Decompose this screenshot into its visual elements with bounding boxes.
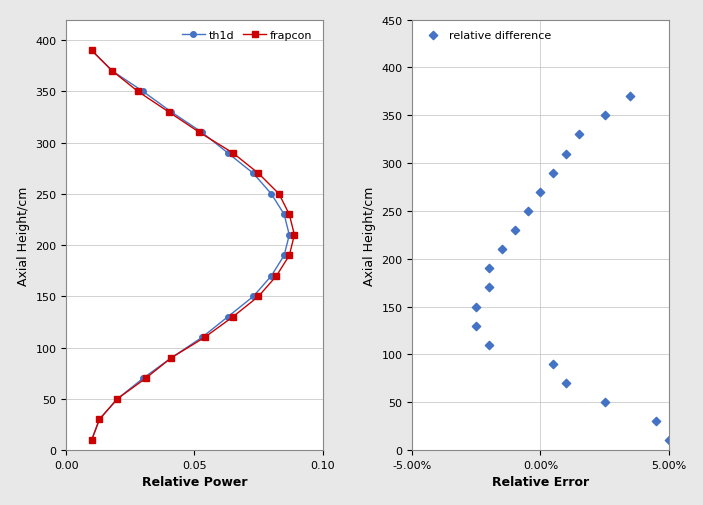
relative difference <box>470 322 482 330</box>
frapcon <box>165 110 173 116</box>
relative difference <box>702 74 703 82</box>
relative difference <box>573 131 584 139</box>
frapcon <box>254 294 263 300</box>
frapcon <box>95 417 103 423</box>
relative difference <box>599 398 610 407</box>
th1d <box>280 212 288 218</box>
th1d <box>113 396 122 402</box>
Legend: relative difference: relative difference <box>418 26 555 45</box>
relative difference <box>484 341 495 349</box>
frapcon <box>228 314 237 320</box>
relative difference <box>484 284 495 292</box>
frapcon <box>285 253 294 259</box>
th1d <box>198 130 206 136</box>
relative difference <box>470 303 482 311</box>
Legend: th1d, frapcon: th1d, frapcon <box>178 26 317 45</box>
relative difference <box>548 360 559 368</box>
frapcon <box>200 335 209 341</box>
X-axis label: Relative Power: Relative Power <box>141 475 247 488</box>
relative difference <box>484 265 495 273</box>
frapcon <box>108 69 117 75</box>
relative difference <box>650 418 662 426</box>
th1d <box>249 294 257 300</box>
th1d <box>108 69 117 75</box>
relative difference <box>560 379 572 387</box>
th1d <box>224 314 232 320</box>
th1d <box>198 335 206 341</box>
th1d <box>167 355 176 361</box>
relative difference <box>548 169 559 177</box>
th1d <box>249 171 257 177</box>
th1d <box>267 191 276 197</box>
th1d <box>95 417 103 423</box>
frapcon <box>272 273 280 279</box>
frapcon <box>228 150 237 157</box>
frapcon <box>254 171 263 177</box>
th1d <box>285 232 294 238</box>
relative difference <box>560 150 572 158</box>
Line: frapcon: frapcon <box>89 48 298 443</box>
frapcon <box>195 130 204 136</box>
th1d <box>167 110 176 116</box>
relative difference <box>509 227 520 235</box>
frapcon <box>167 355 176 361</box>
relative difference <box>663 437 674 445</box>
frapcon <box>87 48 96 55</box>
frapcon <box>290 232 299 238</box>
frapcon <box>113 396 122 402</box>
th1d <box>280 253 288 259</box>
Y-axis label: Axial Height/cm: Axial Height/cm <box>17 186 30 285</box>
frapcon <box>285 212 294 218</box>
relative difference <box>522 208 533 216</box>
th1d <box>138 376 147 382</box>
th1d <box>87 48 96 55</box>
th1d <box>224 150 232 157</box>
relative difference <box>535 188 546 196</box>
Line: th1d: th1d <box>89 48 292 443</box>
relative difference <box>599 112 610 120</box>
th1d <box>267 273 276 279</box>
Y-axis label: Axial Height/cm: Axial Height/cm <box>363 186 375 285</box>
X-axis label: Relative Error: Relative Error <box>492 475 589 488</box>
th1d <box>87 437 96 443</box>
frapcon <box>134 89 142 95</box>
frapcon <box>141 376 150 382</box>
frapcon <box>275 191 283 197</box>
relative difference <box>496 245 508 254</box>
th1d <box>138 89 147 95</box>
relative difference <box>624 93 636 101</box>
frapcon <box>87 437 96 443</box>
